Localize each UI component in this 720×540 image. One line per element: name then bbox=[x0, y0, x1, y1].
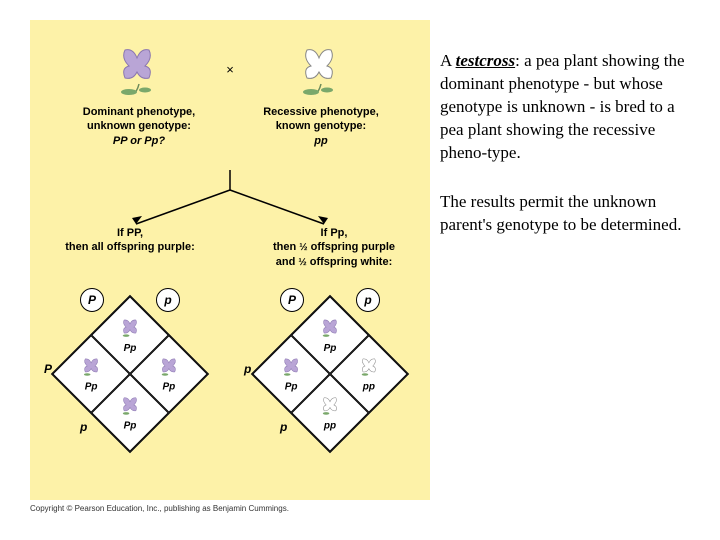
recessive-parent: Recessive phenotype, known genotype: pp bbox=[236, 44, 406, 148]
side-allele: p bbox=[280, 420, 287, 434]
if-pp-label: If Pp, bbox=[321, 227, 348, 239]
parent-label-line1: Recessive phenotype, bbox=[236, 105, 406, 119]
explanation-text: A testcross: a pea plant showing the dom… bbox=[440, 0, 720, 540]
purple-flower-icon bbox=[100, 395, 160, 420]
parent-label-line1: Dominant phenotype, bbox=[54, 105, 224, 119]
cell-genotype: Pp bbox=[100, 420, 160, 431]
white-flower-icon bbox=[293, 87, 349, 99]
allele-circle: p bbox=[356, 288, 380, 312]
purple-flower-icon bbox=[261, 356, 321, 381]
punnett-row: P p P p Pp Pp Pp Pp P p p p bbox=[30, 282, 430, 482]
paragraph-1: A testcross: a pea plant showing the dom… bbox=[440, 50, 700, 165]
white-flower-icon bbox=[300, 395, 360, 420]
allele-circle: P bbox=[280, 288, 304, 312]
term-testcross: testcross bbox=[456, 51, 516, 70]
cell-genotype: pp bbox=[300, 420, 360, 431]
punnett-square-pp: P p P p Pp Pp Pp Pp bbox=[38, 282, 222, 466]
purple-flower-icon bbox=[111, 87, 167, 99]
parent-genotype: PP or Pp? bbox=[54, 134, 224, 148]
purple-flower-icon bbox=[139, 356, 199, 381]
then-half-purple-half-white: then ½ offspring purple and ½ offspring … bbox=[244, 240, 424, 269]
then-all-purple: then all offspring purple: bbox=[40, 240, 220, 254]
punnett-grid: Pp Pp Pp Pp bbox=[51, 295, 209, 453]
side-allele: p bbox=[80, 420, 87, 434]
purple-flower-icon bbox=[100, 317, 160, 342]
cross-symbol: × bbox=[226, 62, 234, 77]
parent-label-line2: unknown genotype: bbox=[54, 119, 224, 133]
testcross-diagram: Dominant phenotype, unknown genotype: PP… bbox=[0, 0, 440, 540]
punnett-square-pp-hetero: P p p p Pp pp Pp pp bbox=[238, 282, 422, 466]
allele-circle: P bbox=[80, 288, 104, 312]
allele-circle: p bbox=[156, 288, 180, 312]
purple-flower-icon bbox=[300, 317, 360, 342]
parent-genotype: pp bbox=[236, 134, 406, 148]
cell-genotype: Pp bbox=[139, 381, 199, 392]
if-pp-label: If PP, bbox=[117, 227, 143, 239]
white-flower-icon bbox=[339, 356, 399, 381]
cell-genotype: pp bbox=[339, 381, 399, 392]
diagram-panel: Dominant phenotype, unknown genotype: PP… bbox=[30, 20, 430, 500]
copyright-text: Copyright © Pearson Education, Inc., pub… bbox=[30, 504, 430, 513]
paragraph-2: The results permit the unknown parent's … bbox=[440, 191, 700, 237]
parent-label-line2: known genotype: bbox=[236, 119, 406, 133]
purple-flower-icon bbox=[61, 356, 121, 381]
outcome-if-pp-homozygous: If PP, then all offspring purple: bbox=[40, 226, 220, 255]
dominant-parent: Dominant phenotype, unknown genotype: PP… bbox=[54, 44, 224, 148]
punnett-grid: Pp pp Pp pp bbox=[251, 295, 409, 453]
outcome-if-pp-heterozygous: If Pp, then ½ offspring purple and ½ off… bbox=[244, 226, 424, 269]
